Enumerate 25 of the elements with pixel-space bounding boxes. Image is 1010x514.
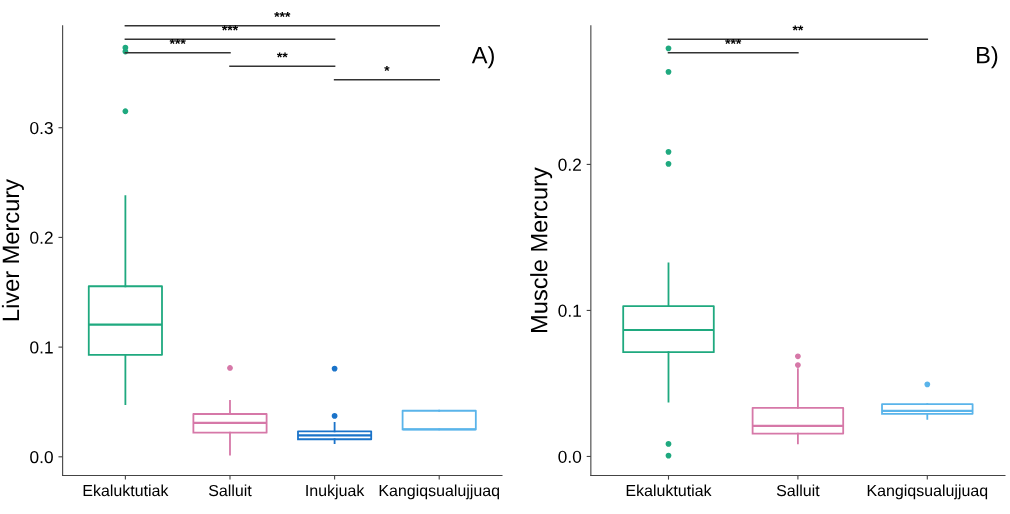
y-tick-label: 0.0 [558,450,582,463]
y-tick-label: 0.1 [30,341,53,354]
annotation: * [384,65,390,72]
y-tick-label: 0.1 [558,304,581,317]
y-tick-label: 0.2 [30,231,53,244]
text: A) [471,46,494,69]
y-tick-label: 0.2 [558,158,581,171]
y-axis-title: Liver Mercury [1,179,24,321]
annotation: *** [725,38,742,45]
annotation: ** [276,52,288,58]
annotation: ** [792,25,804,31]
x-tick-label: Kangiqsualujjuaq [379,484,500,500]
x-tick-label: Salluit [208,484,252,497]
y-tick-label: 0.0 [30,450,53,464]
annotation: *** [169,38,186,45]
x-tick-label: Salluit [776,484,820,497]
x-tick-label: Inukjuak [306,484,365,500]
x-tick-label: Kangiqsualujjuaq [867,484,988,500]
x-tick-label: Ekaluktutiak [83,484,169,497]
text: B) [977,46,998,69]
y-tick-label: 0.3 [30,121,53,135]
y-axis-title: Muscle Mercury [530,167,553,332]
x-tick-label: Ekaluktutiak [626,484,712,497]
text: *** [274,11,291,18]
annotation: *** [221,25,239,31]
